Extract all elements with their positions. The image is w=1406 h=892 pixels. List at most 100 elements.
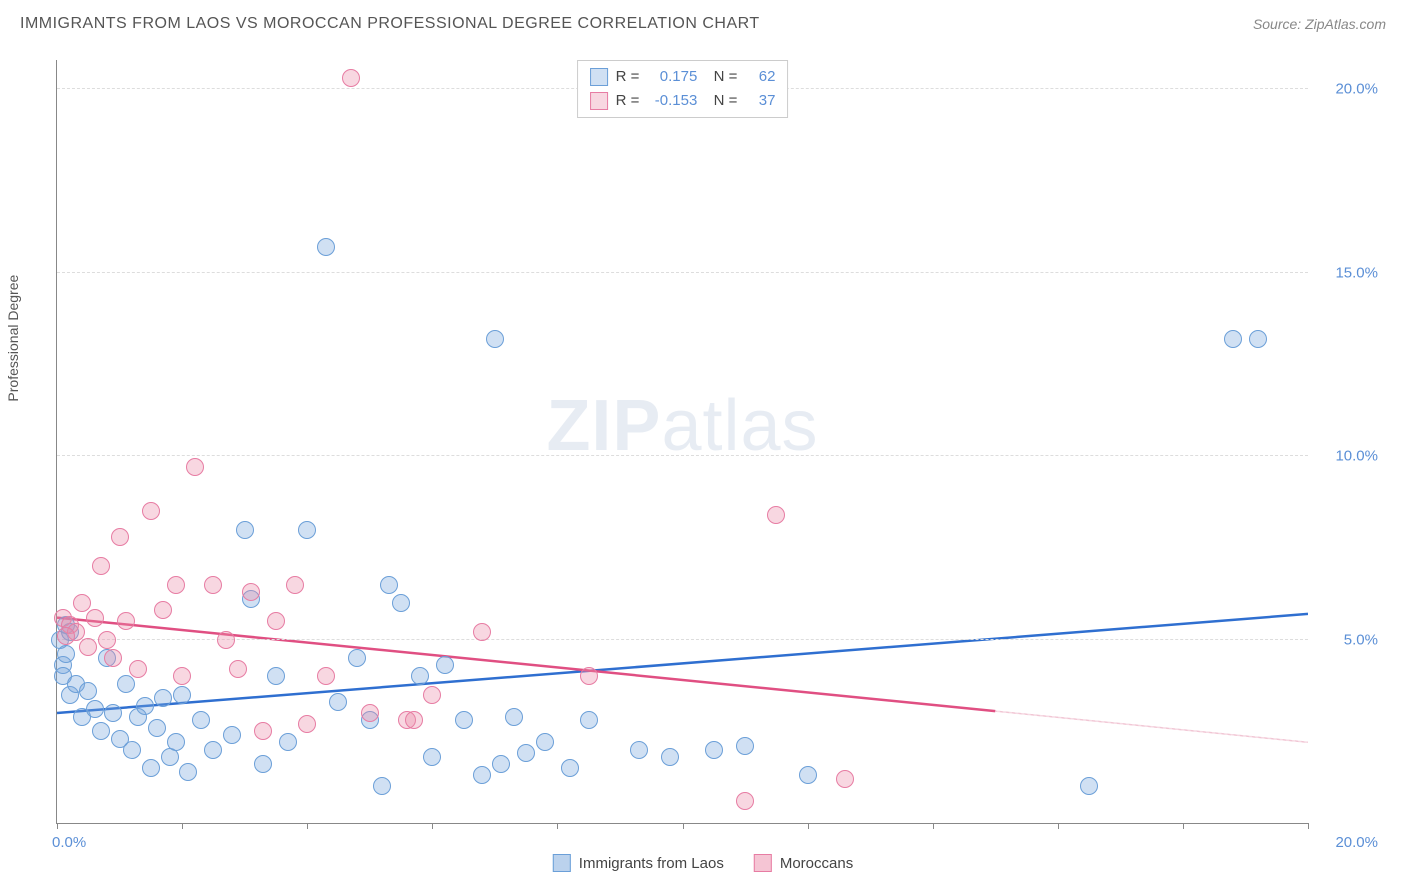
- scatter-point: [580, 667, 598, 685]
- chart-title: IMMIGRANTS FROM LAOS VS MOROCCAN PROFESS…: [20, 15, 760, 33]
- scatter-point: [217, 631, 235, 649]
- scatter-point: [254, 755, 272, 773]
- scatter-point: [242, 583, 260, 601]
- series-legend: Immigrants from Laos Moroccans: [553, 854, 853, 872]
- scatter-point: [736, 792, 754, 810]
- plot-area: ZIPatlas R =0.175 N =62R =-0.153 N =37 5…: [56, 60, 1308, 824]
- scatter-point: [92, 557, 110, 575]
- scatter-point: [173, 667, 191, 685]
- scatter-point: [136, 697, 154, 715]
- scatter-point: [148, 719, 166, 737]
- legend-swatch: [754, 854, 772, 872]
- stat-n-value: 62: [745, 65, 775, 89]
- stat-r-label: R =: [616, 89, 640, 113]
- x-tick: [307, 823, 308, 829]
- scatter-point: [423, 748, 441, 766]
- legend-item: Moroccans: [754, 854, 853, 872]
- scatter-point: [254, 722, 272, 740]
- y-tick-label: 10.0%: [1335, 448, 1378, 465]
- scatter-point: [111, 528, 129, 546]
- y-tick-label: 5.0%: [1344, 631, 1378, 648]
- y-tick-label: 15.0%: [1335, 264, 1378, 281]
- scatter-point: [229, 660, 247, 678]
- scatter-point: [329, 693, 347, 711]
- stat-r-value: -0.153: [647, 89, 697, 113]
- trend-lines-svg: [57, 60, 1308, 823]
- scatter-point: [142, 502, 160, 520]
- chart-container: Professional Degree ZIPatlas R =0.175 N …: [18, 40, 1388, 874]
- stat-row: R = 0.175 N = 62: [590, 65, 776, 89]
- y-tick-label: 20.0%: [1335, 81, 1378, 98]
- scatter-point: [373, 777, 391, 795]
- stats-legend: R = 0.175 N = 62 R = -0.153 N = 37: [577, 60, 789, 118]
- scatter-point: [267, 667, 285, 685]
- scatter-point: [173, 686, 191, 704]
- scatter-point: [204, 741, 222, 759]
- scatter-point: [473, 766, 491, 784]
- legend-item: Immigrants from Laos: [553, 854, 724, 872]
- scatter-point: [505, 708, 523, 726]
- scatter-point: [661, 748, 679, 766]
- scatter-point: [473, 623, 491, 641]
- scatter-point: [223, 726, 241, 744]
- x-tick: [432, 823, 433, 829]
- chart-header: IMMIGRANTS FROM LAOS VS MOROCCAN PROFESS…: [0, 0, 1406, 40]
- x-tick: [808, 823, 809, 829]
- x-tick: [557, 823, 558, 829]
- scatter-point: [317, 238, 335, 256]
- x-tick: [182, 823, 183, 829]
- scatter-point: [705, 741, 723, 759]
- stat-n-value: 37: [745, 89, 775, 113]
- scatter-point: [167, 733, 185, 751]
- scatter-point: [98, 631, 116, 649]
- legend-swatch: [590, 68, 608, 86]
- scatter-point: [79, 682, 97, 700]
- scatter-point: [392, 594, 410, 612]
- scatter-point: [192, 711, 210, 729]
- stat-n-label: N =: [705, 89, 737, 113]
- gridline: [57, 272, 1308, 273]
- scatter-point: [154, 601, 172, 619]
- stat-row: R = -0.153 N = 37: [590, 89, 776, 113]
- x-tick: [1058, 823, 1059, 829]
- scatter-point: [767, 506, 785, 524]
- scatter-point: [117, 612, 135, 630]
- scatter-point: [405, 711, 423, 729]
- scatter-point: [411, 667, 429, 685]
- scatter-point: [580, 711, 598, 729]
- x-tick: [1183, 823, 1184, 829]
- scatter-point: [57, 645, 75, 663]
- scatter-point: [79, 638, 97, 656]
- x-tick: [1308, 823, 1309, 829]
- scatter-point: [236, 521, 254, 539]
- scatter-point: [836, 770, 854, 788]
- legend-label: Immigrants from Laos: [579, 855, 724, 872]
- scatter-point: [492, 755, 510, 773]
- scatter-point: [73, 594, 91, 612]
- x-tick: [57, 823, 58, 829]
- legend-label: Moroccans: [780, 855, 853, 872]
- scatter-point: [348, 649, 366, 667]
- scatter-point: [86, 700, 104, 718]
- stat-r-label: R =: [616, 65, 640, 89]
- scatter-point: [142, 759, 160, 777]
- stat-r-value: 0.175: [647, 65, 697, 89]
- scatter-point: [86, 609, 104, 627]
- scatter-point: [799, 766, 817, 784]
- scatter-point: [186, 458, 204, 476]
- scatter-point: [104, 704, 122, 722]
- scatter-point: [279, 733, 297, 751]
- scatter-point: [179, 763, 197, 781]
- scatter-point: [298, 715, 316, 733]
- scatter-point: [154, 689, 172, 707]
- scatter-point: [436, 656, 454, 674]
- scatter-point: [57, 627, 75, 645]
- stat-n-label: N =: [705, 65, 737, 89]
- scatter-point: [117, 675, 135, 693]
- scatter-point: [123, 741, 141, 759]
- scatter-point: [361, 704, 379, 722]
- scatter-point: [1080, 777, 1098, 795]
- scatter-point: [380, 576, 398, 594]
- scatter-point: [536, 733, 554, 751]
- scatter-point: [630, 741, 648, 759]
